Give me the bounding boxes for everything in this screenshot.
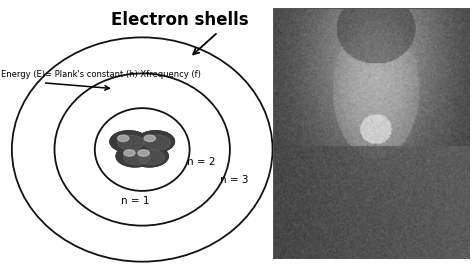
Text: n = 2: n = 2 [187, 156, 216, 167]
Text: Electron shells: Electron shells [111, 11, 249, 29]
Circle shape [116, 146, 154, 167]
Circle shape [138, 150, 164, 165]
Circle shape [130, 146, 168, 167]
Circle shape [138, 150, 149, 156]
Text: n = 3: n = 3 [220, 175, 249, 185]
Text: Energy (E)= Plank's constant (h) Xfrequency (f): Energy (E)= Plank's constant (h) Xfreque… [1, 70, 201, 79]
Text: n = 1: n = 1 [121, 196, 149, 206]
Circle shape [137, 131, 174, 152]
Circle shape [137, 131, 174, 152]
Circle shape [130, 146, 168, 167]
Circle shape [118, 135, 129, 142]
Circle shape [110, 131, 148, 152]
Circle shape [116, 146, 154, 167]
Circle shape [144, 135, 155, 142]
Circle shape [118, 135, 144, 150]
Circle shape [124, 150, 150, 165]
Circle shape [144, 135, 171, 150]
Circle shape [110, 131, 148, 152]
Circle shape [124, 150, 135, 156]
